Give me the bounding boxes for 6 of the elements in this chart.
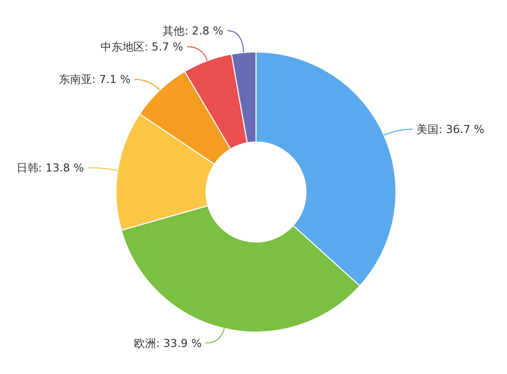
slice-label: 日韩: 13.8 % xyxy=(16,162,84,175)
slice-label: 美国: 36.7 % xyxy=(416,122,484,136)
slice-label: 欧洲: 33.9 % xyxy=(134,336,202,350)
slice-label: 中东地区: 5.7 % xyxy=(100,40,184,54)
slice-label: 东南亚: 7.1 % xyxy=(58,73,131,86)
slice-label: 其他: 2.8 % xyxy=(162,24,224,38)
